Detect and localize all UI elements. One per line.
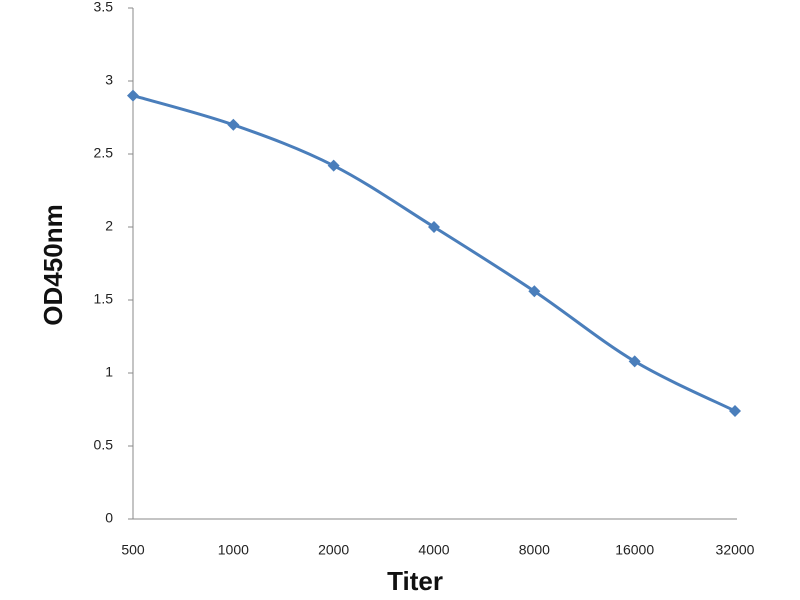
data-point [428,221,440,233]
y-axis-title: OD450nm [38,204,68,325]
y-tick-label: 2.5 [94,145,114,161]
data-point [628,355,641,368]
data-point [729,404,741,417]
y-tick-label: 0 [105,510,113,526]
y-tick-label: 3.5 [94,0,114,15]
data-line [132,94,736,413]
y-tick-label: 3 [105,72,113,88]
y-tick-label: 1 [105,364,113,380]
data-point [227,118,240,131]
x-axis-title: Titer [387,566,443,596]
x-tick-label: 500 [121,542,145,558]
y-tick-label: 1.5 [94,291,114,307]
x-tick-label: 16000 [615,542,654,558]
data-point [528,285,541,298]
x-tick-label: 4000 [418,542,449,558]
x-tick-label: 32000 [716,542,755,558]
x-tick-label: 2000 [318,542,349,558]
data-point [127,89,139,102]
data-point [327,159,340,172]
x-tick-label: 1000 [218,542,249,558]
y-tick-label: 0.5 [94,437,114,453]
x-tick-label: 8000 [519,542,550,558]
y-tick-label: 2 [105,218,113,234]
